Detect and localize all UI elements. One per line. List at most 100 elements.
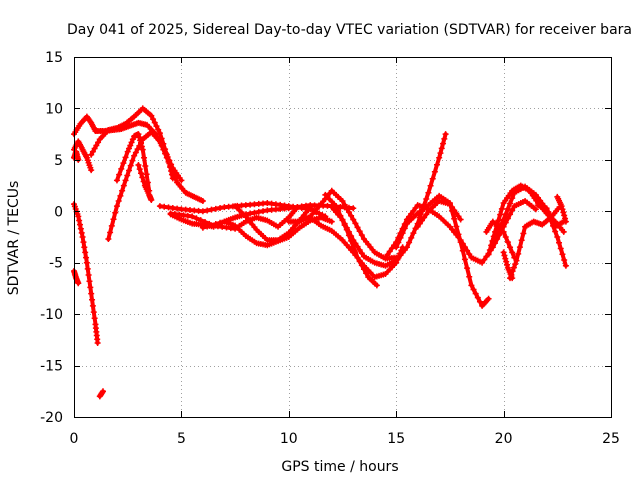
- data-point: [501, 252, 508, 259]
- data-point: [502, 255, 509, 262]
- series-arc-z: [483, 218, 518, 261]
- data-point: [118, 165, 125, 172]
- data-point: [91, 145, 98, 152]
- data-point: [78, 229, 85, 236]
- y-tick-label: 15: [45, 50, 63, 66]
- data-point: [423, 211, 430, 218]
- data-point: [476, 298, 483, 305]
- data-point: [356, 246, 363, 253]
- series-arc-w: [414, 198, 464, 230]
- data-point: [558, 203, 565, 210]
- x-tick-labels: 0 5 10 15 20 25: [70, 431, 620, 447]
- data-point: [105, 236, 112, 243]
- data-point: [251, 209, 258, 216]
- data-point: [204, 207, 211, 214]
- data-point: [494, 230, 501, 237]
- data-point: [134, 146, 141, 153]
- data-point: [199, 224, 206, 231]
- data-point: [91, 315, 98, 322]
- data-point: [509, 207, 516, 214]
- data-point: [204, 223, 211, 230]
- data-point: [122, 154, 129, 161]
- data-point: [75, 280, 82, 287]
- data-point: [354, 224, 361, 231]
- data-point: [137, 137, 144, 144]
- data-point: [358, 262, 365, 269]
- data-point: [543, 205, 550, 212]
- data-point: [79, 234, 86, 240]
- data-point: [93, 142, 100, 149]
- data-point: [441, 135, 448, 142]
- data-point: [545, 208, 552, 215]
- series-arc-f: [96, 388, 106, 400]
- data-point: [135, 162, 142, 168]
- data-point: [115, 198, 122, 204]
- data-point: [138, 143, 145, 150]
- data-point: [481, 256, 488, 263]
- data-point: [358, 250, 365, 257]
- data-point: [373, 282, 380, 289]
- data-point: [562, 218, 569, 225]
- y-tick-labels: -20 -15 -10 -5 0 5 10 15: [40, 50, 63, 426]
- data-point: [510, 264, 517, 271]
- data-point: [497, 211, 504, 218]
- data-point: [131, 152, 138, 159]
- data-point: [107, 229, 114, 236]
- data-point: [384, 251, 391, 258]
- x-tick-label: 15: [387, 431, 405, 447]
- data-point: [500, 228, 507, 235]
- series-arc-i: [105, 129, 206, 243]
- data-point: [193, 215, 200, 222]
- data-point: [509, 195, 516, 202]
- data-point: [172, 175, 179, 182]
- data-point: [466, 251, 473, 258]
- data-point: [498, 205, 505, 212]
- series-arc-n: [167, 204, 301, 232]
- series-arc-za: [507, 204, 563, 282]
- data-point: [113, 177, 120, 184]
- data-point: [509, 275, 516, 282]
- data-point: [485, 251, 492, 258]
- data-point: [436, 154, 443, 161]
- y-tick-label: -10: [40, 307, 63, 323]
- data-point: [388, 245, 395, 252]
- data-point: [170, 171, 177, 178]
- x-tick-label: 20: [495, 431, 513, 447]
- data-point: [88, 290, 95, 297]
- y-axis-label: SDTVAR / TECUs: [6, 181, 22, 296]
- data-point: [453, 223, 460, 230]
- data-point: [294, 204, 301, 211]
- data-point: [339, 216, 346, 223]
- data-point: [307, 204, 314, 211]
- data-point: [155, 126, 162, 133]
- data-point: [217, 204, 224, 211]
- data-point: [350, 216, 357, 223]
- data-point: [89, 302, 96, 309]
- series-arc-v: [393, 192, 492, 309]
- data-point: [352, 240, 359, 247]
- data-point: [168, 167, 175, 174]
- data-point: [156, 138, 163, 145]
- data-point: [76, 217, 83, 224]
- data-point: [500, 216, 507, 223]
- data-point: [470, 286, 477, 293]
- data-point: [431, 168, 438, 175]
- series-arc-q: [285, 187, 400, 262]
- data-point: [518, 237, 525, 244]
- data-point: [507, 200, 514, 207]
- data-point: [150, 116, 157, 123]
- data-point: [113, 203, 120, 210]
- data-point: [162, 150, 169, 157]
- data-point: [557, 245, 564, 252]
- data-point: [90, 309, 97, 316]
- data-point: [363, 270, 370, 277]
- data-point: [125, 167, 132, 174]
- data-point: [352, 249, 359, 256]
- data-point: [515, 250, 522, 257]
- data-point: [343, 224, 350, 231]
- series-arc-zd: [554, 193, 569, 225]
- data-point: [348, 232, 355, 239]
- series-arc-zb: [500, 249, 516, 282]
- data-point: [129, 157, 136, 164]
- data-point: [341, 201, 348, 208]
